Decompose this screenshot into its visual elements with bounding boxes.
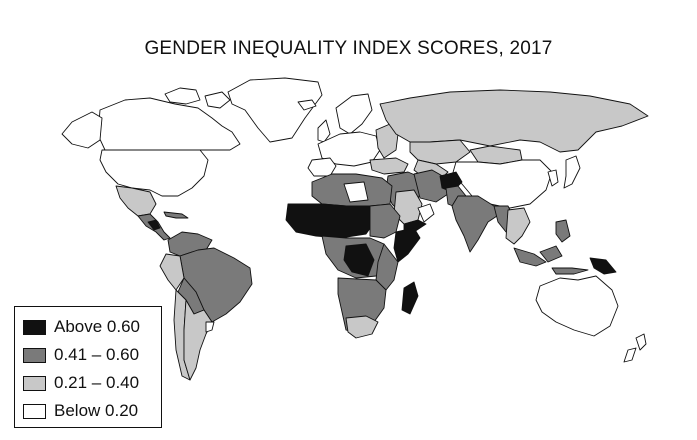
legend: Above 0.60 0.41 – 0.60 0.21 – 0.40 Below… bbox=[14, 306, 162, 428]
region-sahel bbox=[285, 203, 377, 239]
region-korea bbox=[547, 169, 559, 187]
legend-swatch bbox=[23, 375, 46, 391]
region-australia bbox=[535, 275, 619, 337]
region-turkey bbox=[369, 157, 409, 175]
region-new-zealand bbox=[635, 333, 647, 351]
region-southeast-asia bbox=[505, 207, 531, 245]
region-philippines bbox=[555, 219, 571, 243]
legend-item: 0.21 – 0.40 bbox=[23, 372, 139, 394]
region-south-africa bbox=[345, 315, 379, 339]
region-indonesia-2 bbox=[539, 245, 563, 263]
region-oman bbox=[417, 203, 435, 223]
region-scandinavia bbox=[335, 93, 373, 135]
region-argentina bbox=[183, 299, 213, 381]
region-central-america-dark bbox=[147, 219, 161, 231]
legend-swatch bbox=[23, 319, 46, 335]
region-horn bbox=[393, 227, 421, 263]
region-papua bbox=[589, 257, 617, 275]
region-new-zealand-2 bbox=[623, 347, 637, 363]
region-arctic-islands bbox=[164, 87, 201, 105]
region-uk bbox=[317, 119, 331, 143]
legend-label: 0.21 – 0.40 bbox=[54, 373, 140, 392]
legend-swatch bbox=[23, 403, 46, 419]
region-greenland bbox=[227, 77, 323, 143]
legend-item: Above 0.60 bbox=[23, 316, 140, 338]
region-drc bbox=[343, 243, 375, 277]
region-indonesia-3 bbox=[551, 267, 589, 275]
legend-label: 0.41 – 0.60 bbox=[54, 345, 140, 364]
region-japan bbox=[563, 155, 581, 189]
legend-item: Below 0.20 bbox=[23, 400, 138, 422]
legend-item: 0.41 – 0.60 bbox=[23, 344, 139, 366]
region-uruguay bbox=[205, 321, 215, 333]
region-madagascar bbox=[401, 281, 419, 315]
region-usa bbox=[99, 149, 209, 197]
region-india bbox=[451, 195, 501, 253]
legend-label: Above 0.60 bbox=[54, 317, 141, 336]
region-cuba bbox=[163, 211, 189, 219]
region-arctic-islands-2 bbox=[204, 91, 231, 109]
region-alaska bbox=[61, 111, 103, 149]
map-title: GENDER INEQUALITY INDEX SCORES, 2017 bbox=[144, 38, 553, 59]
region-libya bbox=[343, 181, 369, 203]
region-indonesia-1 bbox=[513, 247, 547, 267]
region-iberia bbox=[307, 157, 337, 177]
region-iceland bbox=[297, 99, 317, 111]
legend-label: Below 0.20 bbox=[54, 401, 139, 420]
region-peru bbox=[159, 253, 185, 291]
legend-swatch bbox=[23, 347, 46, 363]
